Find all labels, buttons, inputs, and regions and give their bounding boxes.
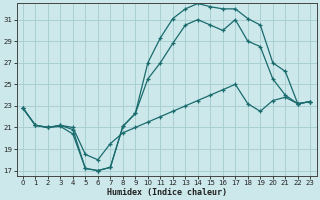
X-axis label: Humidex (Indice chaleur): Humidex (Indice chaleur)	[107, 188, 227, 197]
